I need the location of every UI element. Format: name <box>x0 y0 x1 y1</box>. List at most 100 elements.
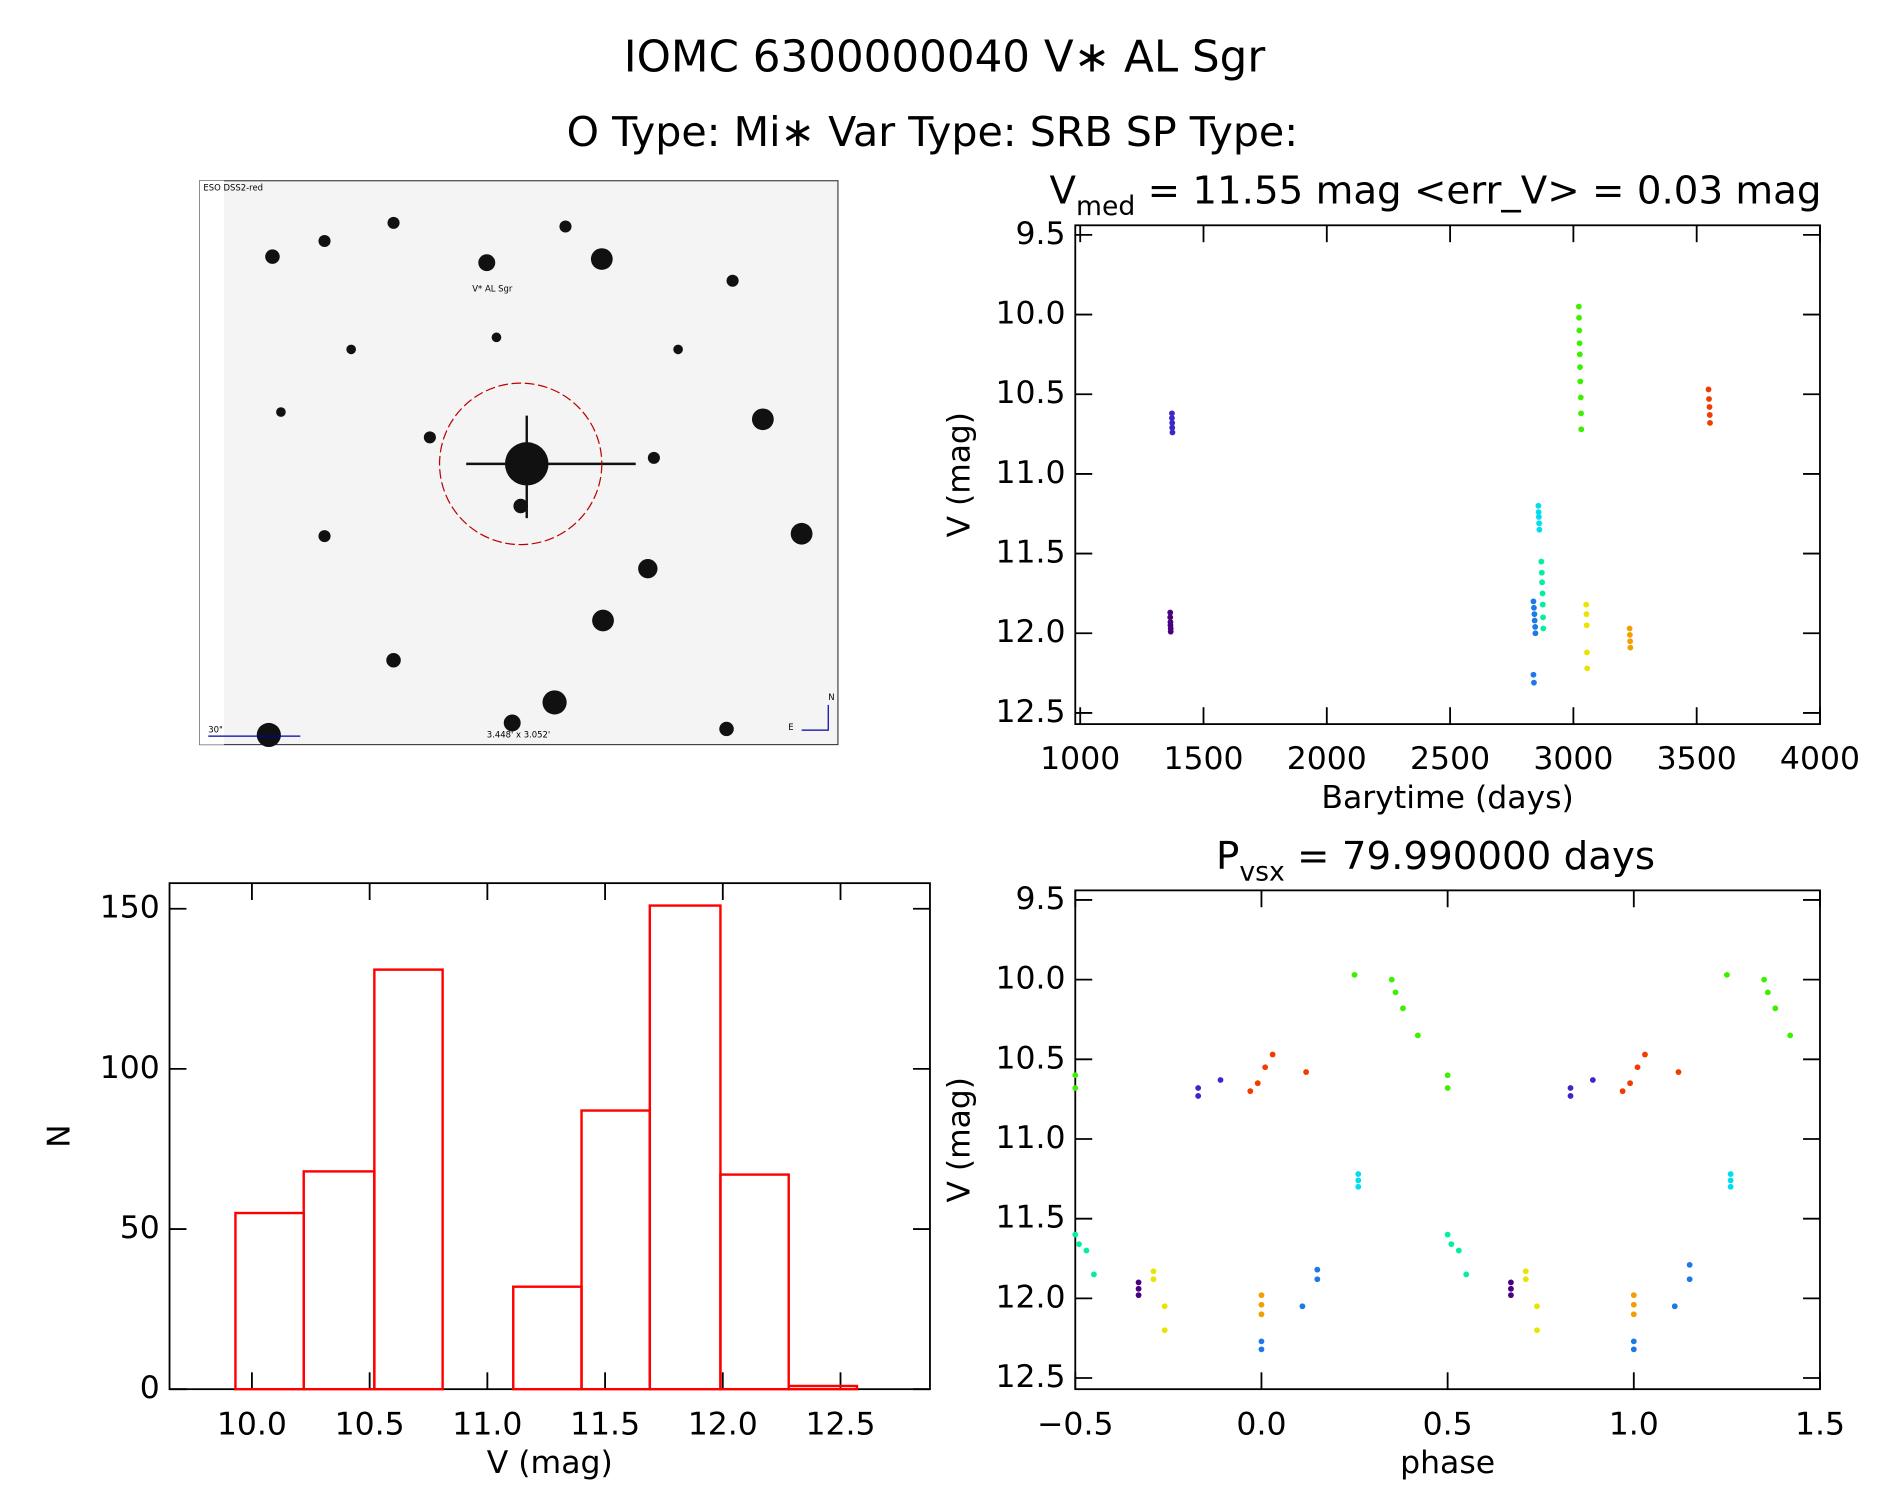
point <box>1630 1338 1637 1345</box>
bar <box>373 968 444 1391</box>
point <box>1576 327 1583 334</box>
point <box>1531 611 1538 618</box>
point <box>1135 1279 1142 1286</box>
point <box>1169 429 1176 436</box>
x-axis-label: phase <box>1400 1445 1495 1481</box>
point <box>1671 1303 1678 1310</box>
y-tick-label: 10.5 <box>996 375 1066 411</box>
y-axis-label: N <box>41 1124 77 1147</box>
point <box>1135 1285 1142 1292</box>
point <box>1195 1093 1202 1099</box>
point <box>1567 1085 1574 1091</box>
chart-title: Pvsx = 79.990000 days <box>1216 833 1655 886</box>
x-tick-label: 10.0 <box>217 1406 287 1442</box>
compass <box>801 704 829 731</box>
x-tick-label: 3000 <box>1533 741 1613 777</box>
point <box>1355 1177 1362 1184</box>
plot-frame <box>168 882 931 1391</box>
point <box>1630 1292 1637 1299</box>
x-tick-label: 12.5 <box>805 1406 875 1442</box>
point <box>1707 420 1713 426</box>
title-part: vsx <box>1239 856 1284 887</box>
point <box>1578 410 1584 417</box>
point <box>1584 649 1590 656</box>
stars <box>256 216 813 747</box>
sky-image: ESO DSS2-red V* AL Sgr 30" 3.448' x 3.05… <box>199 180 839 747</box>
point <box>1772 1005 1779 1012</box>
x-tick-label: 0.5 <box>1423 1406 1473 1442</box>
fov-label: 3.448' x 3.052' <box>487 729 550 739</box>
x-tick-label: 1500 <box>1163 741 1243 777</box>
point <box>1536 526 1543 533</box>
point <box>1706 396 1712 402</box>
point <box>1076 1241 1082 1248</box>
point <box>1169 415 1175 422</box>
point <box>1392 989 1399 996</box>
point <box>1686 1276 1693 1283</box>
point <box>1217 1077 1224 1083</box>
y-axis-label: V (mag) <box>941 412 977 537</box>
point <box>1269 1051 1276 1058</box>
point <box>1167 614 1174 621</box>
y-tick-label: 150 <box>100 890 160 926</box>
point <box>1576 314 1582 321</box>
point <box>1539 579 1545 586</box>
point <box>1723 971 1730 978</box>
point <box>1303 1069 1310 1075</box>
point <box>1534 1327 1540 1334</box>
point <box>1630 1301 1637 1308</box>
y-tick-label: 9.5 <box>1016 216 1066 252</box>
point <box>1727 1183 1734 1190</box>
point <box>1538 558 1545 565</box>
y-tick-label: 12.5 <box>996 1359 1066 1395</box>
point <box>1508 1279 1514 1286</box>
point <box>1705 386 1712 393</box>
y-tick-label: 11.0 <box>996 455 1066 491</box>
point <box>1448 1241 1455 1248</box>
point <box>1355 1171 1362 1177</box>
title-part: P <box>1216 833 1239 878</box>
point <box>1167 628 1174 635</box>
point <box>1530 671 1537 678</box>
point <box>1247 1088 1254 1095</box>
point <box>1538 569 1545 576</box>
title-part: V <box>1050 168 1077 213</box>
point <box>1627 644 1634 651</box>
point <box>1258 1301 1265 1308</box>
point <box>1351 971 1358 978</box>
bar <box>787 1384 859 1391</box>
point <box>1630 1311 1637 1318</box>
point <box>1083 1247 1090 1254</box>
y-tick-label: 11.5 <box>996 1200 1066 1236</box>
bar <box>580 1109 652 1391</box>
point <box>1090 1271 1097 1278</box>
y-tick-label: 12.0 <box>996 1279 1066 1315</box>
point <box>1787 1032 1794 1039</box>
title-part: med <box>1076 191 1135 222</box>
point <box>1299 1303 1306 1310</box>
point <box>1508 1285 1514 1292</box>
point <box>1508 1292 1514 1299</box>
bar <box>719 1173 790 1391</box>
point <box>1254 1080 1261 1087</box>
point <box>1583 611 1590 618</box>
point <box>1634 1064 1641 1071</box>
y-tick-label: 12.5 <box>996 694 1066 730</box>
point <box>1072 1085 1079 1091</box>
point <box>1577 378 1584 385</box>
point <box>1455 1247 1462 1254</box>
title-part: = 79.990000 days <box>1285 833 1655 878</box>
x-tick-label: 0.0 <box>1236 1406 1286 1442</box>
point <box>1540 625 1547 632</box>
point <box>1583 622 1590 629</box>
point <box>1167 609 1174 616</box>
y-tick-label: 0 <box>140 1370 160 1406</box>
point <box>1583 601 1590 608</box>
x-axis-label: Barytime (days) <box>1321 780 1573 816</box>
north-label: N <box>828 692 834 702</box>
x-tick-label: 1.5 <box>1795 1406 1845 1442</box>
point <box>1576 351 1583 358</box>
point <box>1584 665 1591 672</box>
